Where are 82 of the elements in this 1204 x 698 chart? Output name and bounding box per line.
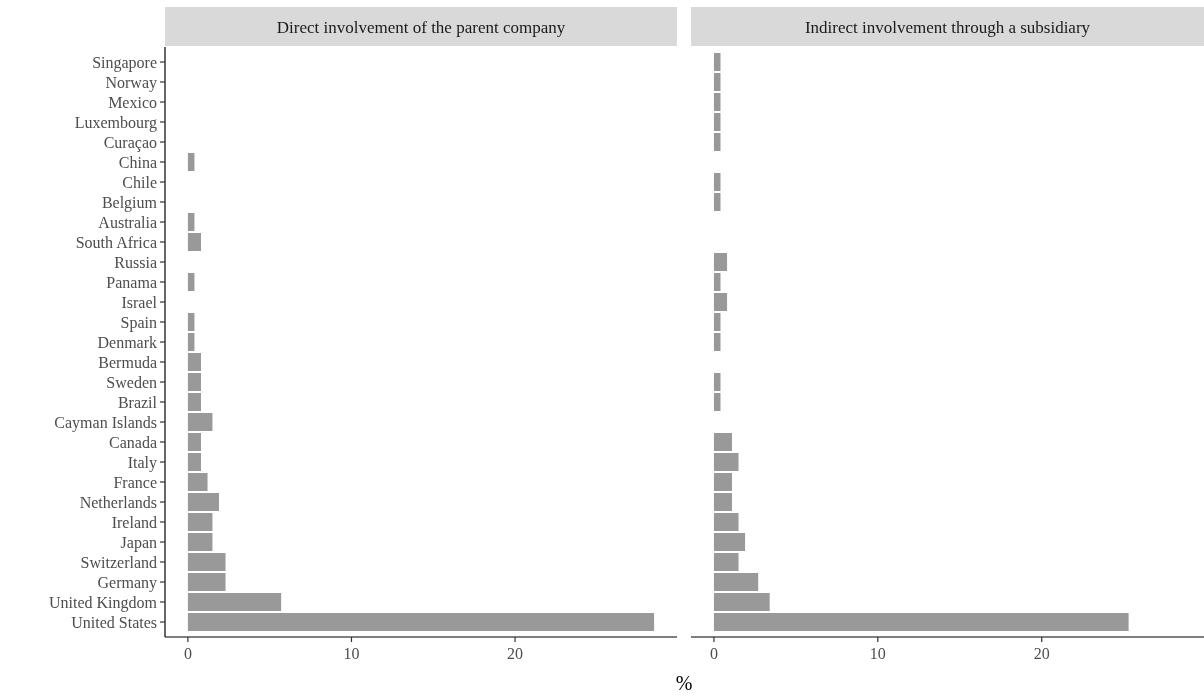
bar [187, 393, 201, 411]
x-axis-title: % [675, 672, 693, 694]
y-tick-label: Sweden [106, 373, 157, 391]
y-tick-label: Luxembourg [74, 113, 157, 132]
bar [187, 153, 195, 171]
y-tick-label: United Kingdom [49, 593, 158, 612]
y-tick-label: Italy [127, 453, 157, 472]
x-tick-label: 0 [709, 645, 718, 662]
bar [713, 273, 721, 291]
y-tick-label: Cayman Islands [54, 413, 157, 432]
bar [187, 373, 201, 391]
y-tick-label: Norway [105, 73, 157, 92]
y-tick-label: Panama [106, 273, 157, 291]
bar [187, 433, 201, 451]
bar [187, 613, 655, 631]
bar [713, 53, 721, 71]
y-tick-label: France [113, 473, 157, 491]
y-tick-label: Israel [121, 293, 158, 311]
bar [187, 493, 219, 511]
y-tick-label: United States [71, 613, 157, 631]
bar [713, 173, 721, 191]
x-tick-label: 20 [507, 645, 524, 662]
y-tick-label: Chile [122, 173, 157, 191]
bar [713, 533, 746, 551]
y-tick-label: South Africa [75, 233, 157, 251]
bar [713, 493, 732, 511]
bar [713, 593, 770, 611]
bar [187, 453, 201, 471]
bar [187, 273, 195, 291]
y-tick-label: China [118, 153, 157, 171]
y-tick-label: Ireland [111, 513, 157, 531]
bar [713, 293, 728, 311]
y-tick-label: Switzerland [80, 553, 157, 571]
bar [713, 333, 721, 351]
bar [187, 573, 226, 591]
y-tick-label: Russia [114, 253, 157, 271]
y-tick-label: Japan [120, 533, 157, 552]
bar [187, 533, 213, 551]
bar [713, 453, 739, 471]
y-tick-label: Canada [109, 433, 157, 451]
y-tick-label: Belgium [101, 193, 158, 212]
bar [713, 433, 732, 451]
x-tick-label: 0 [183, 645, 192, 662]
chart-title: Direct involvement of the parent company [276, 18, 566, 37]
bar [187, 473, 208, 491]
bar [187, 513, 213, 531]
y-tick-label: Curaçao [103, 133, 157, 152]
y-tick-label: Denmark [97, 333, 157, 351]
bar [187, 233, 201, 251]
bar [713, 553, 739, 571]
bar [713, 133, 721, 151]
bar [713, 613, 1129, 631]
bar [713, 573, 759, 591]
bar [187, 333, 195, 351]
bar [713, 93, 721, 111]
y-tick-label: Bermuda [98, 353, 157, 371]
bar [713, 393, 721, 411]
bar [713, 313, 721, 331]
bar [713, 253, 728, 271]
bar [713, 113, 721, 131]
x-tick-label: 20 [1033, 645, 1050, 662]
bar [713, 513, 739, 531]
bar [187, 213, 195, 231]
bar [713, 193, 721, 211]
y-tick-label: Australia [98, 213, 157, 231]
bar [713, 473, 732, 491]
bar [187, 553, 226, 571]
bar [187, 593, 282, 611]
y-tick-label: Spain [120, 313, 157, 332]
x-tick-label: 10 [343, 645, 360, 662]
y-tick-label: Germany [97, 573, 157, 592]
y-tick-label: Netherlands [79, 493, 157, 511]
bar [187, 413, 213, 431]
bar [187, 313, 195, 331]
bar [713, 373, 721, 391]
chart-title: Indirect involvement through a subsidiary [804, 18, 1091, 37]
y-tick-label: Mexico [108, 93, 157, 111]
x-tick-label: 10 [869, 645, 886, 662]
bar [713, 73, 721, 91]
bar [187, 353, 201, 371]
y-tick-label: Singapore [92, 53, 157, 72]
y-tick-label: Brazil [117, 393, 158, 411]
